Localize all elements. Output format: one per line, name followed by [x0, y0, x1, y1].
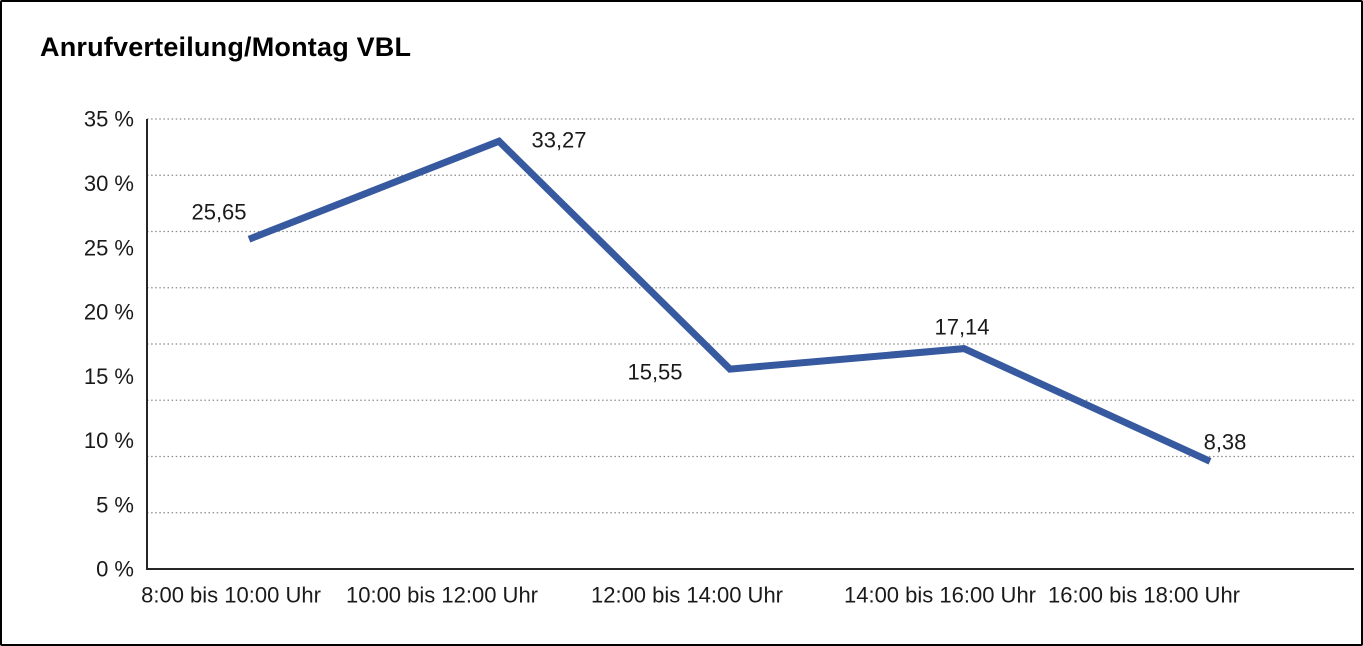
- y-axis-tick-label: 20 %: [84, 300, 134, 325]
- value-label: 33,27: [531, 128, 586, 153]
- y-axis-tick-label: 25 %: [84, 235, 134, 260]
- y-axis-tick-label: 5 %: [96, 492, 134, 517]
- x-axis-category-label: 8:00 bis 10:00 Uhr: [141, 583, 321, 608]
- chart-title: Anrufverteilung/Montag VBL: [40, 32, 412, 62]
- y-axis-tick-label: 15 %: [84, 364, 134, 389]
- data-series-line: [247, 137, 1212, 465]
- y-axis-tick-label: 30 %: [84, 171, 134, 196]
- x-axis-category-label: 14:00 bis 16:00 Uhr: [844, 583, 1036, 608]
- x-axis-category-label: 10:00 bis 12:00 Uhr: [346, 583, 538, 608]
- y-axis-tick-label: 10 %: [84, 428, 134, 453]
- value-label: 25,65: [191, 200, 246, 225]
- value-label: 8,38: [1204, 430, 1247, 455]
- x-axis-category-label: 16:00 bis 18:00 Uhr: [1048, 583, 1240, 608]
- y-axis-tick-label: 0 %: [96, 557, 134, 582]
- y-axis-tick-label: 35 %: [84, 107, 134, 132]
- value-label: 15,55: [627, 360, 682, 385]
- x-axis-category-label: 12:00 bis 14:00 Uhr: [591, 583, 783, 608]
- value-label: 17,14: [934, 315, 989, 340]
